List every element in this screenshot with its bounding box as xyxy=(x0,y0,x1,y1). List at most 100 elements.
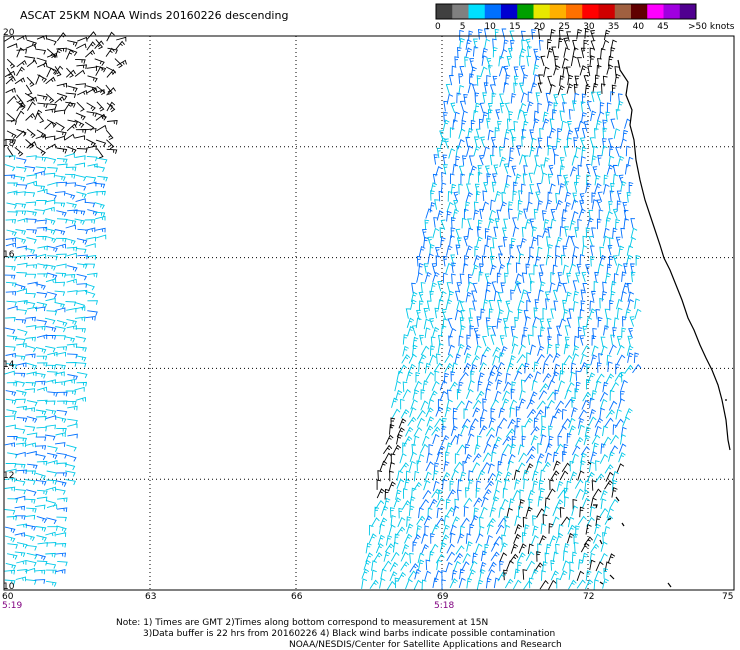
wind-barb xyxy=(487,472,496,483)
wind-barb xyxy=(487,129,494,141)
wind-barb xyxy=(441,471,451,482)
wind-barb xyxy=(433,462,440,473)
latitude-tick-label: 16 xyxy=(3,249,15,260)
wind-barb xyxy=(14,372,26,378)
wind-barb xyxy=(390,453,396,464)
wind-barb xyxy=(617,93,623,104)
wind-barb xyxy=(453,191,459,203)
wind-barb xyxy=(634,308,642,320)
wind-barb xyxy=(443,111,448,123)
wind-barb xyxy=(67,405,78,411)
wind-barb xyxy=(46,67,55,78)
wind-barb xyxy=(5,138,16,145)
wind-barb xyxy=(449,127,455,138)
wind-barb xyxy=(516,282,522,294)
wind-barb xyxy=(45,542,57,547)
wind-barb xyxy=(574,227,580,238)
wind-barb xyxy=(444,353,454,364)
wind-barb xyxy=(410,299,417,310)
wind-barb xyxy=(589,397,595,409)
wind-barb xyxy=(84,263,96,269)
wind-barb xyxy=(64,153,75,158)
wind-barb xyxy=(624,163,631,175)
wind-barb xyxy=(445,562,453,573)
wind-barb xyxy=(561,254,566,266)
wind-barb xyxy=(477,171,483,183)
wind-barb xyxy=(533,164,541,175)
wind-barb xyxy=(437,299,444,310)
wind-barb xyxy=(471,290,476,301)
wind-barb xyxy=(592,488,602,498)
scale-swatch xyxy=(452,4,469,19)
wind-barb xyxy=(562,245,568,256)
wind-barb xyxy=(44,206,55,212)
wind-barb xyxy=(451,262,456,273)
wind-barb xyxy=(559,157,565,168)
scale-label: 25 xyxy=(558,22,570,32)
wind-barb xyxy=(480,417,485,428)
wind-barb xyxy=(538,534,547,546)
wind-barb xyxy=(532,525,539,536)
wind-barb xyxy=(423,236,429,248)
wind-barb xyxy=(532,515,537,526)
wind-barb xyxy=(588,308,596,319)
wind-barb xyxy=(634,298,640,309)
wind-barb xyxy=(430,182,438,193)
wind-barb xyxy=(445,83,451,95)
wind-barb xyxy=(506,560,514,571)
wind-barb xyxy=(429,390,438,401)
wind-barb xyxy=(625,254,633,266)
wind-barb xyxy=(517,210,524,221)
wind-barb xyxy=(419,498,429,509)
wind-barb xyxy=(591,199,598,210)
wind-barb xyxy=(476,75,482,86)
wind-barb xyxy=(484,388,491,399)
wind-barb xyxy=(508,498,515,509)
wind-barb xyxy=(6,67,14,79)
wind-barb xyxy=(551,146,557,157)
wind-barb xyxy=(526,101,534,112)
wind-barb xyxy=(519,489,525,501)
wind-barb xyxy=(471,355,480,365)
wind-barb xyxy=(86,138,97,148)
wind-barb xyxy=(561,57,569,69)
wind-barb xyxy=(76,346,87,352)
wind-barb xyxy=(542,362,549,374)
wind-barb xyxy=(608,200,613,212)
wind-barb xyxy=(629,237,637,248)
wind-barb xyxy=(434,418,444,428)
wind-barb xyxy=(35,134,46,140)
wind-barb xyxy=(432,227,440,239)
wind-barb xyxy=(536,183,542,194)
wind-barb xyxy=(445,299,453,310)
wind-barb xyxy=(584,84,591,96)
wind-barb xyxy=(553,363,561,375)
wind-barb xyxy=(596,91,602,102)
wind-barb xyxy=(537,289,544,300)
wind-barb xyxy=(574,146,581,158)
wind-barb xyxy=(16,184,28,190)
wind-barb xyxy=(398,507,403,519)
wind-barb xyxy=(552,352,561,363)
wind-barb xyxy=(46,517,57,525)
wind-barb xyxy=(563,354,573,365)
wind-barb xyxy=(463,497,473,507)
wind-barb xyxy=(522,532,527,543)
wind-barb xyxy=(489,154,495,166)
wind-barb xyxy=(406,523,414,534)
wind-barb xyxy=(603,183,610,195)
wind-barb xyxy=(46,103,58,109)
wind-barb xyxy=(612,424,618,435)
wind-barb xyxy=(465,245,473,256)
wind-barb xyxy=(513,370,523,381)
wind-barb xyxy=(515,406,521,417)
wind-barb xyxy=(429,243,435,255)
wind-barb xyxy=(534,460,543,471)
wind-barb xyxy=(559,165,566,176)
wind-barb xyxy=(510,388,516,400)
wind-barb xyxy=(400,398,405,410)
wind-barb xyxy=(462,155,467,166)
wind-barb xyxy=(566,83,574,94)
wind-barb xyxy=(95,113,106,121)
wind-barb xyxy=(34,504,46,510)
